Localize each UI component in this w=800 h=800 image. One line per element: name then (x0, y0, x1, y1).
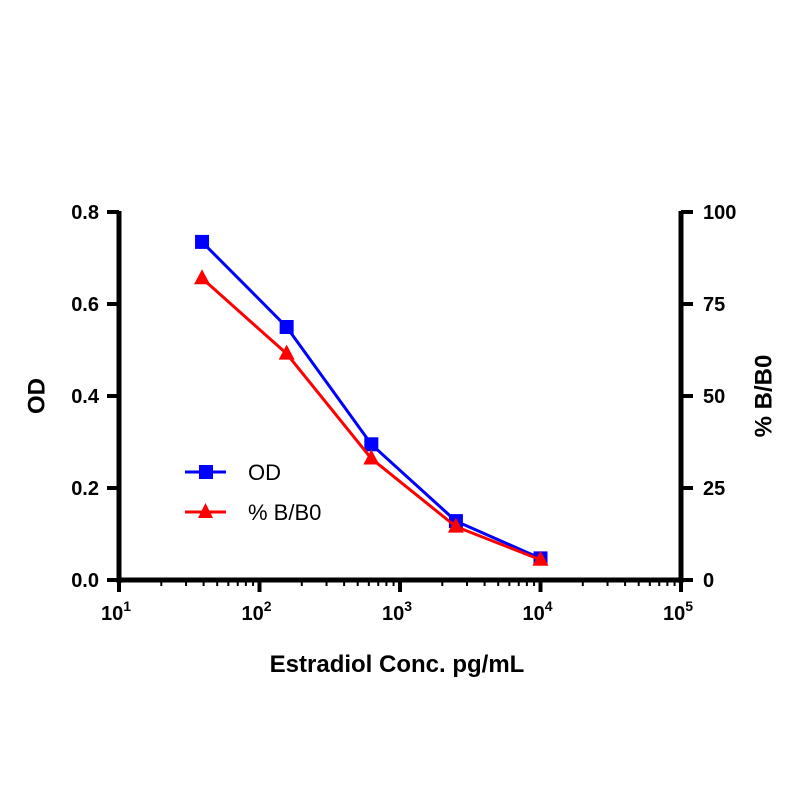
series (194, 234, 549, 566)
y-tick-label: 0.6 (71, 294, 99, 316)
x-tick-label: 101 (101, 598, 131, 625)
x-tick-label: 103 (382, 598, 412, 625)
x-tick-label: 104 (522, 598, 552, 625)
axes (116, 211, 684, 583)
legend: OD % B/B0 (185, 460, 321, 525)
bb0-point (194, 269, 211, 285)
y2-tick-label: 25 (703, 478, 725, 500)
ticks: 0.0 0.2 0.4 0.6 0.8 0 25 50 75 100 101 102 103 104 105 (71, 202, 736, 625)
legend-bb0-label: % B/B0 (248, 500, 321, 525)
x-tick-label: 102 (241, 598, 271, 625)
bb0-point (447, 517, 464, 533)
legend-od-label: OD (248, 460, 281, 485)
bb0-point (363, 449, 380, 465)
bb0-point (278, 344, 295, 360)
od-point (279, 320, 294, 334)
y-tick-label: 0.4 (71, 386, 100, 408)
y2-tick-label: 100 (703, 202, 736, 224)
bb0-point (532, 550, 549, 566)
y2-axis-title: % B/B0 (750, 355, 777, 438)
x-tick-label: 105 (663, 598, 693, 625)
legend-od-marker (199, 465, 213, 479)
x-axis-title: Estradiol Conc. pg/mL (270, 651, 525, 678)
legend-item-bb0: % B/B0 (185, 500, 321, 525)
y-tick-label: 0.8 (71, 202, 99, 224)
y-tick-label: 0.2 (71, 478, 99, 500)
y-axis-title: OD (23, 378, 50, 414)
y2-tick-label: 0 (703, 570, 714, 592)
y2-tick-label: 50 (703, 386, 725, 408)
legend-item-od: OD (185, 460, 281, 485)
legend-bb0-marker (198, 503, 213, 518)
y-tick-label: 0.0 (71, 570, 99, 592)
od-point (195, 234, 210, 249)
od-point (364, 437, 379, 452)
y2-tick-label: 75 (703, 294, 725, 316)
